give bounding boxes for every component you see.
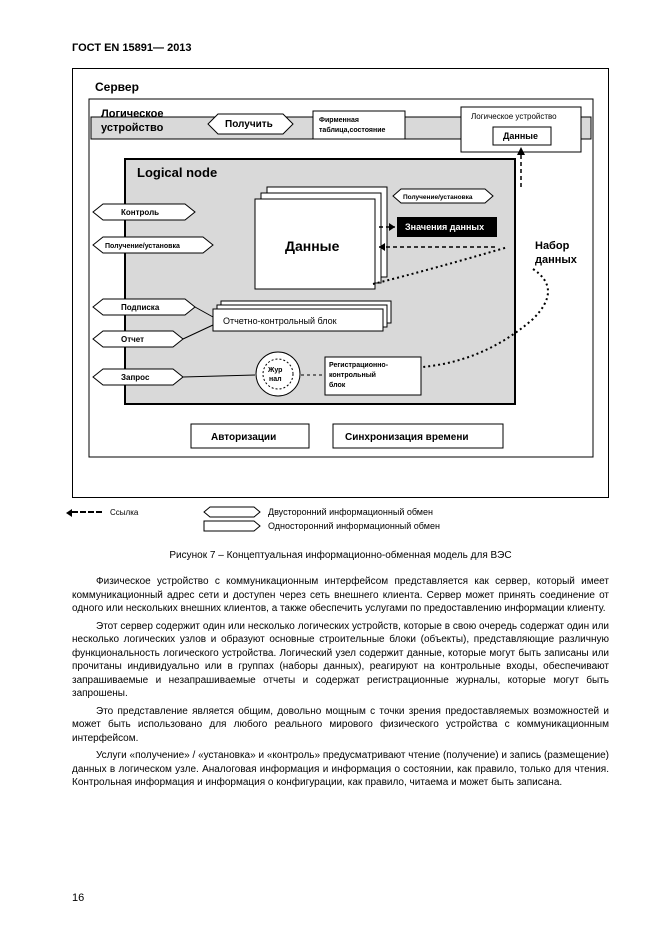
dash-arrow-icon	[72, 511, 102, 513]
auth-box: Авторизации	[191, 424, 309, 448]
doc-header: ГОСТ EN 15891— 2013	[72, 42, 609, 54]
timesync-box: Синхронизация времени	[333, 424, 503, 448]
figure-caption: Рисунок 7 – Концептуальная информационно…	[72, 550, 609, 561]
control-arrow: Контроль	[93, 204, 195, 220]
log-control-box: Регистрационно- контрольный блок	[325, 357, 421, 395]
svg-text:Логическое устройство: Логическое устройство	[471, 112, 557, 121]
svg-text:Отчет: Отчет	[121, 335, 144, 344]
svg-text:контрольный: контрольный	[329, 371, 376, 379]
logical-device-text: Логическое	[101, 108, 163, 120]
svg-text:данных: данных	[535, 254, 578, 266]
figure-legend: Ссылка Двусторонний информационный обмен…	[72, 506, 609, 532]
svg-text:Получение/установка: Получение/установка	[403, 194, 473, 201]
legend-bi: Двусторонний информационный обмен	[268, 507, 433, 517]
svg-text:Контроль: Контроль	[121, 208, 159, 217]
svg-text:Фирменная: Фирменная	[319, 117, 359, 124]
diagram-svg: Сервер Логическое устройство Получить Фи…	[73, 69, 609, 497]
svg-text:таблица,состояние: таблица,состояние	[319, 126, 386, 134]
dataset-label: Набор	[535, 240, 570, 252]
uni-hex-icon	[202, 520, 262, 532]
report-arrow: Отчет	[93, 331, 183, 347]
svg-text:Подписка: Подписка	[121, 303, 160, 312]
svg-text:Данные: Данные	[503, 131, 538, 141]
report-control-box: Отчетно-контрольный блок	[213, 301, 391, 331]
svg-text:Синхронизация времени: Синхронизация времени	[345, 432, 469, 443]
para-4: Услуги «получение» / «установка» и «конт…	[72, 749, 609, 790]
svg-text:нал: нал	[269, 376, 282, 383]
svg-text:Запрос: Запрос	[121, 373, 150, 382]
get-install-arrow: Получение/установка	[393, 189, 493, 203]
server-label: Сервер	[95, 80, 139, 94]
journal-icon: Жур нал	[256, 352, 300, 396]
page-number: 16	[72, 892, 84, 904]
body-text: Физическое устройство с коммуникационным…	[72, 575, 609, 790]
legend-ref: Ссылка	[110, 508, 138, 517]
svg-text:блок: блок	[329, 381, 346, 389]
svg-text:Жур: Жур	[267, 367, 282, 374]
legend-uni: Односторонний информационный обмен	[268, 521, 440, 531]
svg-text:Авторизации: Авторизации	[211, 432, 276, 443]
svg-text:Данные: Данные	[285, 238, 340, 254]
svg-text:Получение/установка: Получение/установка	[105, 243, 180, 250]
company-table-box: Фирменная таблица,состояние	[313, 111, 405, 139]
para-3: Это представление является общим, доволь…	[72, 705, 609, 746]
data-values-box: Значения данных	[397, 217, 497, 237]
svg-text:Регистрационно-: Регистрационно-	[329, 362, 389, 369]
figure-frame: Сервер Логическое устройство Получить Фи…	[72, 68, 609, 498]
svg-text:Отчетно-контрольный блок: Отчетно-контрольный блок	[223, 316, 337, 326]
data-box: Данные	[255, 187, 387, 289]
svg-text:устройство: устройство	[101, 122, 164, 134]
logical-node-label: Logical node	[137, 165, 217, 180]
getset-arrow: Получение/установка	[93, 237, 213, 253]
subscribe-arrow: Подписка	[93, 299, 195, 315]
svg-text:Получить: Получить	[225, 119, 273, 130]
svg-text:Значения данных: Значения данных	[405, 222, 484, 232]
bi-hex-icon	[202, 506, 262, 518]
para-2: Этот сервер содержит один или несколько …	[72, 620, 609, 701]
query-arrow: Запрос	[93, 369, 183, 385]
receive-arrow: Получить	[208, 114, 293, 134]
para-1: Физическое устройство с коммуникационным…	[72, 575, 609, 616]
